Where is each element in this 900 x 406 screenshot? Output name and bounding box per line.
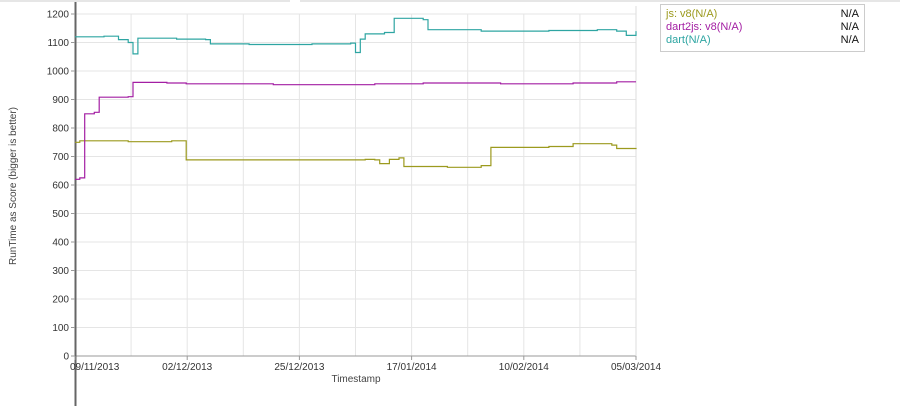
axes bbox=[74, 2, 637, 406]
y-tick-label: 200 bbox=[52, 295, 69, 306]
legend-value: N/A bbox=[840, 34, 859, 46]
y-tick-label: 600 bbox=[52, 181, 69, 192]
x-tick-label: 02/12/2013 bbox=[162, 362, 212, 373]
top-bar bbox=[0, 0, 900, 2]
legend-label: dart2js: v8(N/A) bbox=[666, 21, 743, 33]
y-tick-label: 100 bbox=[52, 323, 69, 334]
y-tick-label: 500 bbox=[52, 209, 69, 220]
x-axis-ticks: 09/11/2013 02/12/2013 25/12/2013 17/01/2014… bbox=[70, 356, 661, 373]
series-line-0 bbox=[75, 140, 637, 168]
x-tick-label: 10/02/2014 bbox=[499, 362, 549, 373]
series-line-2 bbox=[75, 17, 637, 55]
legend-entry: dart2js: v8(N/A) N/A bbox=[666, 21, 859, 34]
top-bar-segment bbox=[300, 0, 900, 2]
x-tick-label: 05/03/2014 bbox=[611, 362, 661, 373]
top-bar-segment bbox=[0, 0, 290, 2]
y-tick-label: 0 bbox=[63, 352, 69, 363]
legend-label: dart(N/A) bbox=[666, 34, 711, 46]
y-axis-title: RunTime as Score (bigger is better) bbox=[8, 107, 19, 265]
x-tick-label: 17/01/2014 bbox=[387, 362, 437, 373]
y-tick-label: 1100 bbox=[47, 38, 69, 49]
y-tick-label: 1000 bbox=[47, 67, 70, 78]
y-tick-label: 1200 bbox=[47, 10, 70, 21]
x-tick-label: 09/11/2013 bbox=[70, 362, 120, 373]
legend-value: N/A bbox=[840, 21, 859, 33]
y-tick-label: 900 bbox=[52, 95, 69, 106]
y-tick-label: 800 bbox=[52, 124, 69, 135]
legend-entry: js: v8(N/A) N/A bbox=[666, 8, 859, 21]
y-tick-label: 400 bbox=[52, 238, 69, 249]
series-line-1 bbox=[75, 81, 636, 180]
legend-label: js: v8(N/A) bbox=[666, 8, 718, 20]
x-tick-label: 25/12/2013 bbox=[274, 362, 324, 373]
x-axis-title: Timestamp bbox=[331, 374, 381, 385]
legend: js: v8(N/A) N/A dart2js: v8(N/A) N/A dart(N/… bbox=[660, 4, 865, 52]
y-tick-label: 700 bbox=[52, 152, 69, 163]
legend-value: N/A bbox=[840, 8, 859, 20]
legend-entry: dart(N/A) N/A bbox=[666, 34, 859, 47]
y-axis-ticks: 0 100 200 300 400 500 600 700 800 900 1000 1100 1200 bbox=[47, 10, 75, 363]
y-tick-label: 300 bbox=[52, 266, 69, 277]
series-lines bbox=[75, 17, 637, 180]
grid bbox=[74, 13, 637, 357]
